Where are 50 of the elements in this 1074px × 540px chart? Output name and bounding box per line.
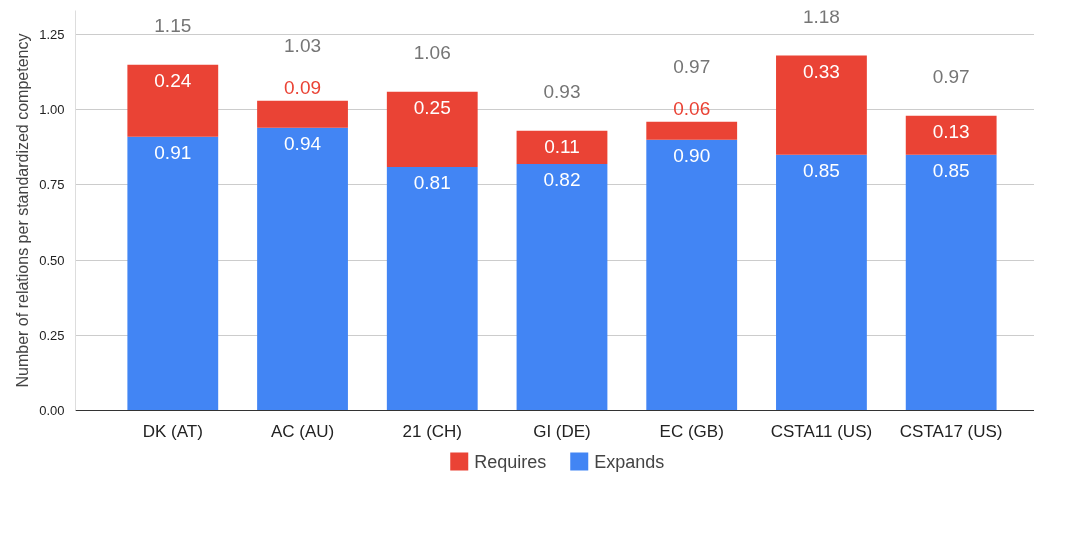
x-tick-label: 21 (CH) <box>402 421 463 441</box>
bar <box>776 154 867 411</box>
y-tick-label: 0.75 <box>39 177 65 193</box>
bar <box>127 136 219 411</box>
bar <box>257 100 348 128</box>
x-tick-label: AC (AU) <box>270 421 335 441</box>
bar <box>646 121 738 140</box>
y-tick-label: 0.50 <box>39 252 65 268</box>
bar <box>127 64 219 137</box>
bar <box>905 115 997 155</box>
total-label: 0.97 <box>673 56 711 78</box>
data-label: 0.13 <box>932 120 970 142</box>
data-label: 0.81 <box>413 171 451 193</box>
y-tick-label: 0.25 <box>39 327 65 343</box>
data-label: 0.90 <box>673 144 711 166</box>
data-label: 0.25 <box>413 96 451 118</box>
data-label: 0.09 <box>284 77 322 99</box>
y-axis-title: Number of relations per standardized competency <box>14 33 32 388</box>
y-tick-label: 0.00 <box>39 403 65 418</box>
legend-label: Expands <box>594 451 665 472</box>
bar <box>257 127 348 411</box>
bar <box>646 139 738 411</box>
bar <box>516 163 608 411</box>
data-label: 0.85 <box>802 159 840 181</box>
y-tick-label: 1.25 <box>39 27 65 43</box>
data-label: 0.24 <box>154 69 192 91</box>
x-tick-label: CSTA11 (US) <box>770 421 873 441</box>
x-tick-label: EC (GB) <box>659 421 724 441</box>
bar <box>386 166 478 411</box>
x-tick-label: DK (AT) <box>142 421 203 441</box>
bar <box>516 130 608 164</box>
total-label: 0.93 <box>543 80 581 102</box>
data-label: 0.94 <box>284 132 322 154</box>
total-label: 1.06 <box>413 41 451 63</box>
x-tick-label: CSTA17 (US) <box>899 421 1003 441</box>
data-label: 0.33 <box>802 60 840 82</box>
data-label: 0.85 <box>932 159 970 181</box>
total-label: 1.03 <box>284 35 322 57</box>
total-label: 0.97 <box>932 65 970 87</box>
bar <box>905 154 997 411</box>
x-tick-label: GI (DE) <box>533 421 591 441</box>
data-label: 0.06 <box>673 98 711 120</box>
data-label: 0.82 <box>543 168 581 190</box>
total-label: 1.15 <box>154 14 192 36</box>
data-label: 0.11 <box>544 135 580 157</box>
bar <box>776 55 867 155</box>
legend-label: Requires <box>474 451 547 472</box>
bar <box>386 91 478 167</box>
data-label: 0.91 <box>154 141 192 163</box>
y-tick-label: 1.00 <box>39 102 65 118</box>
